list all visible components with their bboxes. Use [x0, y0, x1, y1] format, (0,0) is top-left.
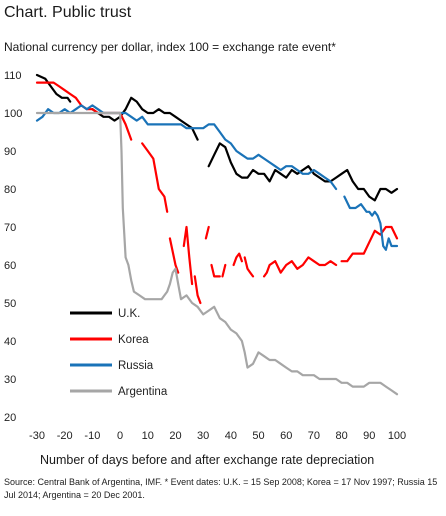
- legend-label: U.K.: [118, 308, 140, 320]
- y-tick-label: 90: [4, 146, 16, 158]
- x-tick-label: -30: [29, 430, 45, 442]
- x-tick-label: -10: [84, 430, 100, 442]
- x-tick-label: 90: [363, 430, 375, 442]
- line-chart: 20 30 40 50 60 70 80 90 100 110 -30 -20 -10 0 10 20 30 4…: [4, 70, 406, 442]
- series-line-u-k: [35, 73, 399, 202]
- x-tick-label: 100: [388, 430, 406, 442]
- y-tick-label: 40: [4, 336, 16, 348]
- y-tick-label: 50: [4, 298, 16, 310]
- y-tick-label: 110: [4, 70, 22, 82]
- legend-label: Russia: [118, 360, 154, 372]
- y-tick-label: 60: [4, 260, 16, 272]
- x-tick-label: 60: [280, 430, 292, 442]
- x-tick-label: 80: [335, 430, 347, 442]
- legend-label: Argentina: [118, 386, 168, 398]
- y-axis-ticks: 20 30 40 50 60 70 80 90 100 110: [4, 70, 22, 424]
- x-tick-label: 50: [252, 430, 264, 442]
- x-tick-label: 70: [308, 430, 320, 442]
- y-tick-label: 20: [4, 412, 16, 424]
- x-tick-label: 10: [142, 430, 154, 442]
- x-tick-label: 20: [169, 430, 181, 442]
- x-axis-label: Number of days before and after exchange…: [40, 453, 375, 467]
- x-tick-label: 0: [117, 430, 123, 442]
- chart-title: Chart. Public trust: [4, 4, 132, 21]
- series-line-russia: [35, 104, 399, 251]
- y-tick-label: 100: [4, 108, 22, 120]
- legend: U.K. Korea Russia Argentina: [70, 308, 168, 398]
- source-note: Source: Central Bank of Argentina, IMF. …: [4, 477, 438, 500]
- x-tick-label: -20: [57, 430, 73, 442]
- chart-subtitle: National currency per dollar, index 100 …: [4, 40, 336, 54]
- legend-label: Korea: [118, 334, 149, 346]
- y-tick-label: 70: [4, 222, 16, 234]
- x-axis-ticks: -30 -20 -10 0 10 20 30 40 50 60 70 80 90 100: [29, 430, 406, 442]
- y-tick-label: 80: [4, 184, 16, 196]
- y-tick-label: 30: [4, 374, 16, 386]
- series-line-korea: [35, 81, 399, 305]
- x-tick-label: 40: [225, 430, 237, 442]
- series-line-argentina: [35, 111, 399, 396]
- series-lines: [35, 73, 399, 396]
- x-tick-label: 30: [197, 430, 209, 442]
